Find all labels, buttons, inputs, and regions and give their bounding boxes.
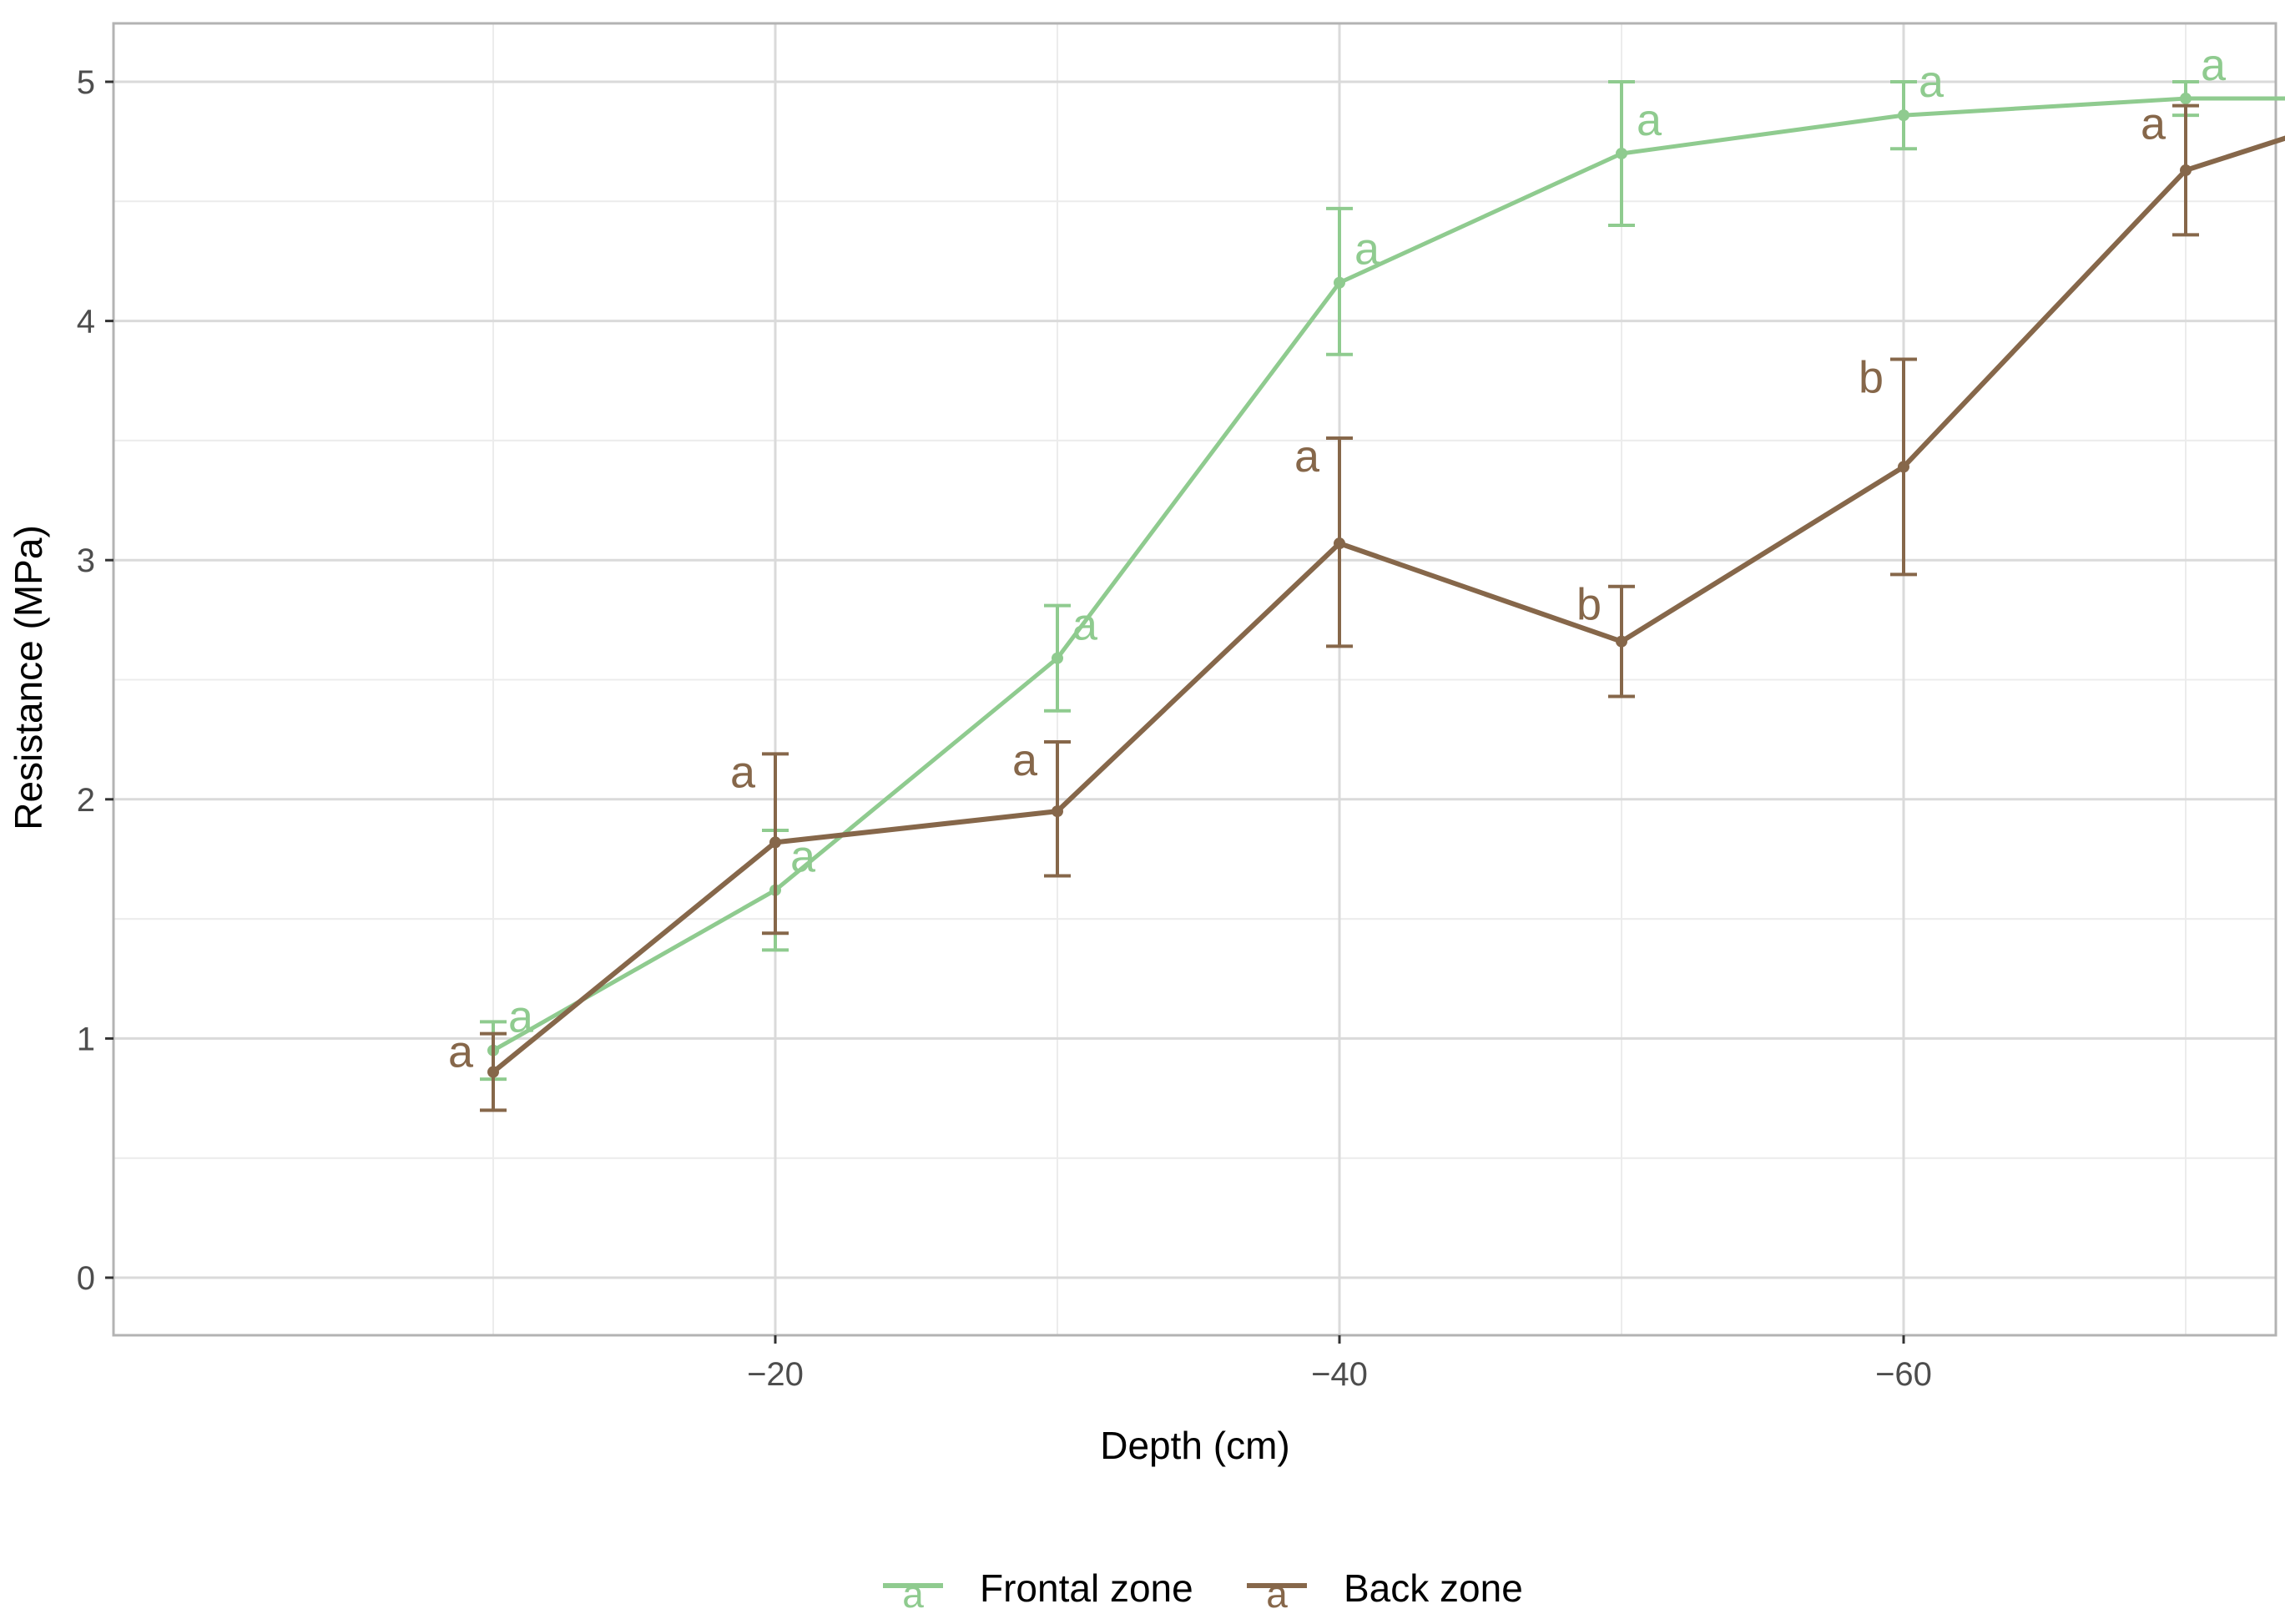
x-tick-label: −40 xyxy=(1311,1356,1368,1393)
data-point-back-zone xyxy=(1334,537,1345,550)
data-point-back-zone xyxy=(1898,461,1909,473)
letter-label-frontal-zone: a xyxy=(1072,600,1098,650)
legend-item-back: a Back zone xyxy=(1247,1566,1523,1616)
y-tick-label: 4 xyxy=(77,304,95,340)
letter-label-back-zone: b xyxy=(1576,580,1602,630)
letter-label-back-zone: a xyxy=(730,747,756,797)
data-point-back-zone xyxy=(1052,805,1063,818)
panel-border xyxy=(112,22,2277,1337)
data-point-back-zone xyxy=(1616,635,1627,648)
data-point-back-zone xyxy=(487,1066,499,1078)
x-tick-label: −20 xyxy=(747,1356,804,1393)
data-point-frontal-zone xyxy=(1334,276,1345,289)
data-point-back-zone xyxy=(769,836,781,849)
y-tick-label: 1 xyxy=(77,1021,95,1057)
legend-item-frontal: a Frontal zone xyxy=(883,1566,1193,1616)
x-axis-title: Depth (cm) xyxy=(1100,1424,1289,1467)
legend-label-back: Back zone xyxy=(1344,1566,1523,1610)
letter-label-back-zone: b xyxy=(1859,352,1884,402)
letter-label-frontal-zone: a xyxy=(1919,57,1945,107)
legend-label-frontal: Frontal zone xyxy=(980,1566,1193,1610)
legend-key-glyph-back: a xyxy=(1266,1572,1288,1616)
letter-label-back-zone: a xyxy=(448,1027,474,1077)
y-axis-title: Resistance (MPa) xyxy=(7,525,50,830)
data-point-frontal-zone xyxy=(1898,109,1909,122)
y-tick-label: 0 xyxy=(77,1260,95,1297)
data-point-frontal-zone xyxy=(1616,147,1627,159)
major-gridlines xyxy=(113,23,2276,1335)
y-tick-label: 3 xyxy=(77,542,95,579)
series-back-zone xyxy=(480,103,2285,1112)
letter-label-back-zone: a xyxy=(1012,735,1038,785)
y-tick-label: 5 xyxy=(77,64,95,101)
series-line-back-zone xyxy=(492,135,2285,1074)
legend-key-glyph-frontal: a xyxy=(902,1572,924,1616)
letter-label-frontal-zone: a xyxy=(2201,40,2227,90)
series-line-frontal-zone xyxy=(492,96,2285,1052)
x-tick-label: −60 xyxy=(1875,1356,1932,1393)
letter-label-back-zone: a xyxy=(2141,99,2166,149)
letter-label-frontal-zone: a xyxy=(1354,224,1380,275)
y-tick-label: 2 xyxy=(77,782,95,819)
letter-label-frontal-zone: a xyxy=(790,832,816,882)
data-point-frontal-zone xyxy=(1052,652,1063,664)
series-layer: aaaaaaaaaaaabbaa xyxy=(448,40,2285,1112)
data-point-frontal-zone xyxy=(2180,93,2192,105)
letter-label-back-zone: a xyxy=(1294,431,1320,482)
data-point-back-zone xyxy=(2180,164,2192,177)
legend: a Frontal zone a Back zone xyxy=(883,1566,1523,1616)
letter-label-frontal-zone: a xyxy=(1637,95,1662,145)
letter-label-frontal-zone: a xyxy=(508,992,534,1042)
